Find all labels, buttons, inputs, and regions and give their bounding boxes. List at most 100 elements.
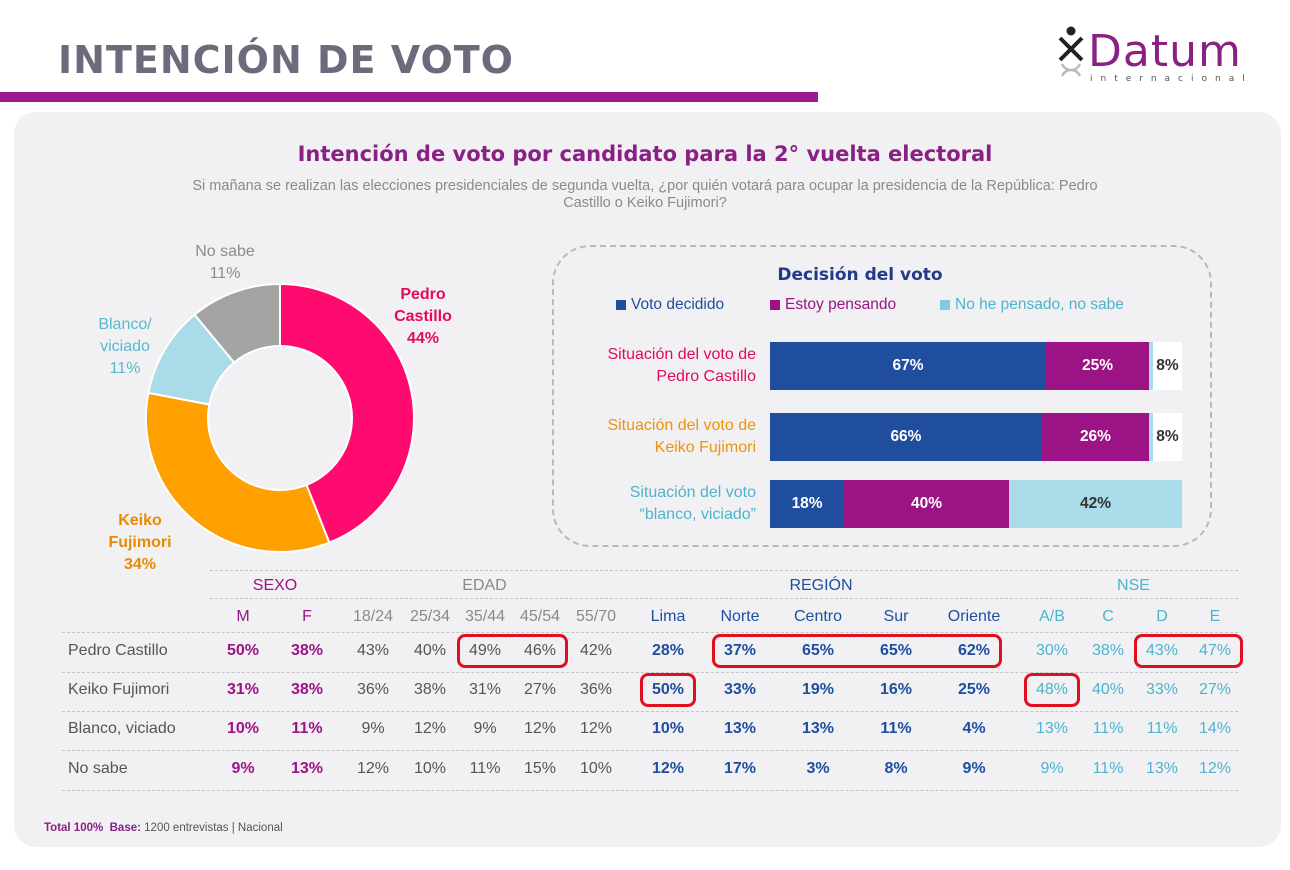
table-cell: 13% — [290, 760, 324, 777]
slice-label-castillo: Pedro Castillo 44% — [385, 284, 461, 350]
table-cell: 4% — [962, 720, 986, 737]
slice-fujimori — [145, 391, 331, 553]
column-header: Sur — [883, 608, 909, 625]
bar-category-label-line: Situación del voto de — [607, 417, 756, 434]
legend-swatch — [940, 300, 950, 310]
column-header: 55/70 — [575, 608, 617, 625]
legend-swatch — [616, 300, 626, 310]
bar-segment: 8% — [1149, 413, 1182, 461]
donut-chart — [145, 282, 415, 553]
footer-note: Total 100% Base: 1200 entrevistas | Naci… — [44, 822, 283, 834]
table-cell: 8% — [884, 760, 908, 777]
table-cell: 12% — [1198, 760, 1232, 777]
highlight-box — [1134, 634, 1243, 668]
highlight-box — [457, 634, 568, 668]
table-cell: 40% — [1091, 681, 1125, 698]
footer-total: Total 100% — [44, 822, 104, 834]
table-cell: 36% — [579, 681, 613, 698]
column-header: A/B — [1039, 608, 1065, 625]
table-cell: 16% — [879, 681, 913, 698]
slice-label-blanco: Blanco/viciado 11% — [80, 314, 170, 380]
chart-subtitle: Si mañana se realizan las elecciones pre… — [192, 178, 1098, 211]
table-cell: 31% — [226, 681, 260, 698]
slice-name-label: No sabe — [195, 243, 255, 260]
slice-name-label: Pedro — [400, 286, 446, 303]
table-cell: 48% — [1035, 681, 1069, 698]
table-cell: 65% — [801, 642, 835, 659]
table-cell: 19% — [801, 681, 835, 698]
bar-category-label: Situación del voto de Keiko Fujimori — [566, 415, 756, 459]
table-cell: 38% — [1091, 642, 1125, 659]
table-row-label: Keiko Fujimori — [68, 681, 170, 698]
slice-name-label: Blanco/ — [98, 316, 152, 333]
table-cell: 11% — [1146, 720, 1178, 737]
table-cell: 38% — [290, 681, 324, 698]
chart-title: Intención de voto por candidato para la … — [297, 142, 993, 166]
table-cell: 38% — [413, 681, 447, 698]
bar-segment: 67% — [770, 342, 1047, 390]
divider — [62, 711, 1238, 712]
table-cell: 11% — [291, 720, 323, 737]
table-cell: 49% — [468, 642, 502, 659]
table-cell: 50% — [651, 681, 685, 698]
bar-segment: 26% — [1041, 413, 1150, 461]
table-cell: 12% — [523, 720, 557, 737]
column-header: 35/44 — [464, 608, 506, 625]
slice-name-label: Keiko — [118, 512, 162, 529]
logo-figure-icon — [1058, 26, 1084, 77]
table-cell: 9% — [231, 760, 255, 777]
legend-swatch — [770, 300, 780, 310]
slice-label-fujimori: Keiko Fujimori 34% — [90, 510, 190, 576]
group-header: SEXO — [252, 577, 298, 594]
divider — [62, 790, 1238, 791]
divider — [62, 632, 1238, 633]
table-cell: 9% — [473, 720, 497, 737]
table-cell: 38% — [290, 642, 324, 659]
footer-base-text: 1200 entrevistas | Nacional — [140, 822, 283, 834]
bar-category-label-line: Situación del voto de — [607, 346, 756, 363]
group-header: REGIÓN — [789, 577, 853, 594]
divider — [210, 570, 1238, 571]
column-header: F — [302, 608, 312, 625]
divider — [62, 750, 1238, 751]
table-cell: 13% — [723, 720, 757, 737]
column-header: E — [1209, 608, 1221, 625]
bar-segment: 8% — [1149, 342, 1182, 390]
table-cell: 42% — [579, 642, 613, 659]
table-cell: 43% — [1145, 642, 1179, 659]
footer-base-label: Base: — [109, 822, 141, 834]
slice-value-label: 34% — [123, 556, 157, 573]
column-header: Oriente — [947, 608, 1001, 625]
logo-word: Datum — [1088, 26, 1242, 77]
page-title: INTENCIÓN DE VOTO — [58, 38, 514, 82]
table-cell: 30% — [1035, 642, 1069, 659]
table-cell: 46% — [523, 642, 557, 659]
table-cell: 65% — [879, 642, 913, 659]
legend-text: Estoy pensando — [785, 296, 897, 313]
bar-segment: 18% — [770, 480, 845, 528]
slice-value-label: 11% — [209, 265, 241, 282]
bar-category-label-line: Pedro Castillo — [656, 368, 756, 385]
decision-title: Decisión del voto — [777, 265, 943, 285]
slice-castillo — [279, 282, 415, 544]
legend-decidido: Voto decidido — [616, 296, 724, 314]
table-cell: 11% — [469, 760, 501, 777]
stacked-bar: 67% 25% 8% — [770, 342, 1182, 390]
table-cell: 43% — [356, 642, 390, 659]
table-cell: 37% — [723, 642, 757, 659]
table-cell: 12% — [413, 720, 447, 737]
table-cell: 14% — [1198, 720, 1232, 737]
divider — [210, 598, 1238, 599]
slice-value-label: 11% — [109, 360, 141, 377]
table-cell: 40% — [413, 642, 447, 659]
bar-category-label-line: “blanco, viciado” — [639, 506, 757, 523]
table-cell: 36% — [356, 681, 390, 698]
stacked-bar: 18% 40% 42% — [770, 480, 1182, 528]
table-cell: 25% — [957, 681, 991, 698]
table-cell: 27% — [523, 681, 557, 698]
table-cell: 12% — [579, 720, 613, 737]
stacked-bar: 66% 26% 8% — [770, 413, 1182, 461]
logo-sub: internacional — [1090, 74, 1253, 84]
table-cell: 10% — [651, 720, 685, 737]
table-cell: 33% — [723, 681, 757, 698]
